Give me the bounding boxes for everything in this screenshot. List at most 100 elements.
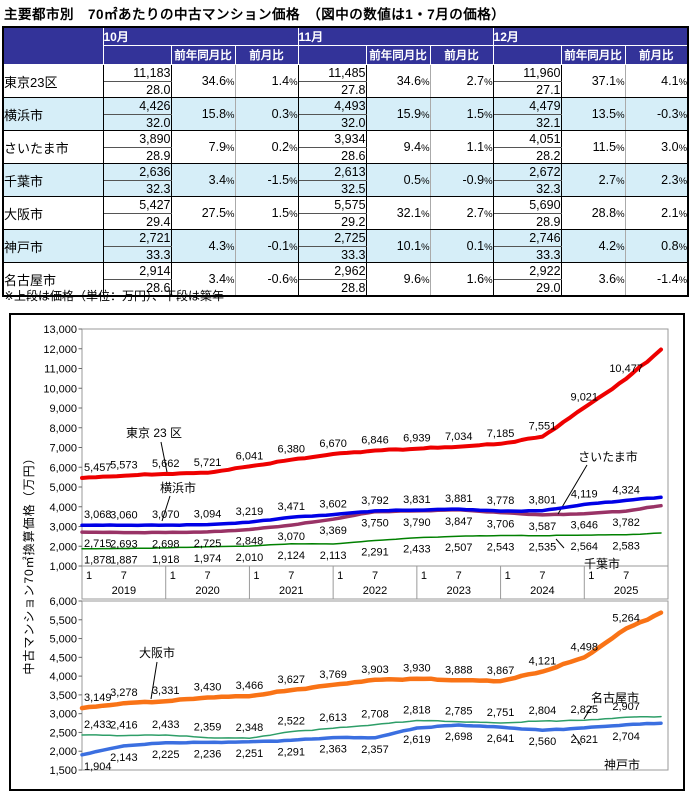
mom-header: 前月比 (234, 45, 299, 65)
series-tokyo23-value-label: 10,477 (609, 363, 643, 375)
price-subheader (102, 45, 172, 65)
percent-sign: % (678, 275, 688, 286)
series-chiba-value-label: 1,974 (194, 553, 222, 565)
percent-sign: % (226, 176, 235, 187)
percent-sign: % (484, 110, 493, 121)
price-subheader (297, 45, 367, 65)
age-cell: 27.1 (493, 81, 562, 98)
series-nagoya-line (81, 715, 662, 739)
table-row-age: 32.0 32.0 32.1 (3, 114, 688, 131)
series-osaka-value-label: 3,466 (236, 680, 264, 692)
yoy-cell: 9.6% (366, 262, 431, 297)
callout-kobe-pointer (572, 733, 582, 746)
y-tick-label: 4,000 (49, 671, 77, 683)
series-kobe-value-label: 2,363 (319, 744, 347, 756)
series-chiba-value-label: 1,878 (84, 555, 112, 567)
price-cell: 2,721 (103, 229, 172, 247)
series-osaka-value-label: 3,867 (487, 665, 515, 677)
series-yokohama-value-label: 3,792 (361, 495, 389, 507)
series-chiba-value-label: 2,543 (487, 542, 515, 554)
percent-sign: % (289, 110, 298, 121)
series-osaka-value-label: 3,930 (403, 663, 431, 675)
percent-sign: % (226, 110, 235, 121)
series-saitama-value-label: 3,646 (571, 520, 599, 532)
yoy-cell: 7.9% (171, 130, 236, 164)
yoy-cell: 11.5% (561, 130, 626, 164)
percent-sign: % (616, 176, 625, 187)
callout-chiba-label: 千葉市 (584, 556, 620, 571)
series-kobe-value-label: 1,904 (84, 761, 112, 773)
x-tick-jul: 7 (623, 570, 629, 582)
series-nagoya-value-label: 2,785 (445, 706, 473, 718)
price-cell: 2,613 (298, 163, 367, 181)
callout-yokohama-pointer (161, 495, 171, 522)
series-osaka-value-label: 3,903 (361, 664, 389, 676)
yoy-cell: 32.1% (366, 196, 431, 230)
age-cell: 29.0 (493, 279, 562, 297)
x-tick-jan: 1 (421, 570, 427, 582)
percent-sign: % (289, 176, 298, 187)
city-name: 東京23区 (3, 64, 104, 98)
mom-cell: 0.2% (235, 130, 299, 164)
age-cell: 28.8 (298, 279, 367, 297)
percent-sign: % (484, 242, 493, 253)
x-tick-jan: 1 (337, 570, 343, 582)
yoy-cell: 3.6% (561, 262, 626, 297)
price-cell: 3,890 (103, 130, 172, 148)
age-cell: 27.8 (298, 81, 367, 98)
series-yokohama-value-label: 3,094 (194, 509, 222, 521)
series-yokohama-value-label: 3,219 (236, 506, 264, 518)
table-row: さいたま市 3,890 7.9% 0.2% 3,934 9.4% 1.1% 4,051 11.5… (3, 130, 689, 164)
series-nagoya-value-label: 2,433 (152, 719, 180, 731)
table-footnote: ※上段は価格（単位：万円）、下段は築年 (4, 289, 225, 303)
callout-saitama-label: さいたま市 (578, 449, 638, 464)
header-row-months: 10月 11月 12月 (2, 26, 689, 65)
series-kobe-line (80, 721, 663, 757)
percent-sign: % (226, 77, 235, 88)
series-tokyo23-value-label: 9,021 (571, 392, 599, 404)
series-yokohama-value-label: 3,471 (278, 501, 306, 513)
percent-sign: % (484, 77, 493, 88)
price-cell: 5,427 (103, 196, 172, 214)
callout-tokyo23-pointer (160, 441, 168, 473)
yoy-cell: 3.4% (171, 163, 236, 197)
price-cell: 4,051 (493, 130, 562, 148)
series-nagoya-value-label: 2,818 (403, 705, 431, 717)
percent-sign: % (421, 110, 430, 121)
price-cell: 3,934 (298, 130, 367, 148)
mom-cell: 0.8% (625, 229, 689, 263)
age-cell: 28.9 (493, 213, 562, 230)
y-tick-label: 6,000 (49, 596, 77, 608)
series-nagoya-value-label: 2,416 (110, 720, 138, 732)
percent-sign: % (616, 143, 625, 154)
series-saitama-value-label: 2,725 (194, 538, 222, 550)
city-name: 神戸市 (3, 229, 104, 263)
series-nagoya-value-label: 2,708 (361, 709, 389, 721)
x-year-label: 2021 (279, 585, 303, 597)
series-saitama-value-label: 3,847 (445, 516, 473, 528)
x-year-label: 2019 (112, 585, 136, 597)
y-tick-label: 3,000 (49, 709, 77, 721)
table-row-age: 28.0 27.8 27.1 (3, 81, 688, 98)
y-tick-label: 5,000 (49, 482, 77, 494)
series-nagoya-value-label: 2,751 (487, 707, 515, 719)
series-yokohama-value-label: 3,801 (529, 495, 557, 507)
percent-sign: % (289, 143, 298, 154)
table-row: 神戸市 2,721 4.3% -0.1% 2,725 10.1% 0.1% 2,746 4.2%… (3, 229, 689, 263)
y-tick-label: 3,500 (49, 690, 77, 702)
mom-header: 前月比 (429, 45, 494, 65)
series-osaka-value-label: 3,278 (110, 687, 138, 699)
corner-cell (2, 26, 104, 65)
series-osaka-value-label: 3,430 (194, 682, 222, 694)
series-saitama-value-label: 2,698 (152, 538, 180, 550)
mom-cell: 2.7% (430, 196, 494, 230)
mom-cell: 1.6% (430, 262, 494, 297)
table-header: 10月 11月 12月 前年同月比 前月比 前年同月比 前月比 前年同月比 前月比 (2, 26, 689, 65)
series-osaka-value-label: 4,121 (529, 656, 557, 668)
price-cell: 11,485 (298, 64, 367, 82)
price-cell: 5,575 (298, 196, 367, 214)
series-kobe-value-label: 2,236 (194, 748, 222, 760)
chart-figure: 13,000 12,000 11,000 10,000 9,000 8,000 7,000 6… (9, 313, 685, 791)
percent-sign: % (289, 242, 298, 253)
